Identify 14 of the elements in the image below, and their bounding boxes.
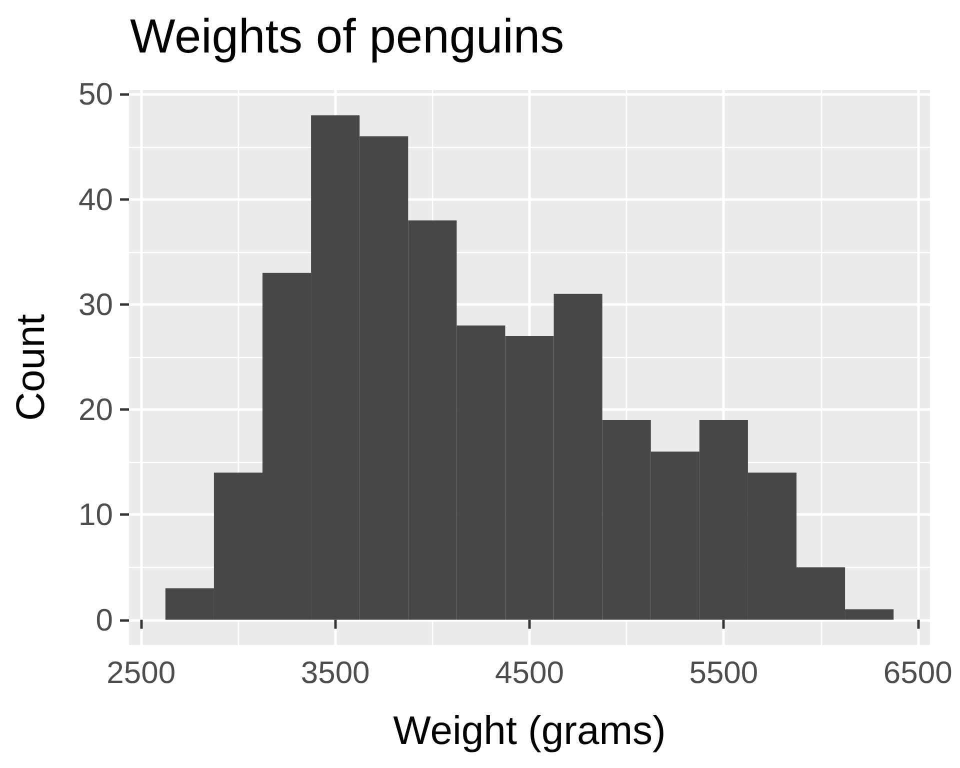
y-tick-label: 0 — [96, 602, 113, 638]
x-tick-label: 6500 — [883, 655, 952, 690]
y-tick-label: 30 — [78, 286, 113, 322]
x-tick-label: 3500 — [300, 655, 370, 690]
y-tick-label: 10 — [78, 497, 113, 532]
x-tick-label: 5500 — [689, 655, 758, 690]
x-axis-title: Weight (grams) — [393, 709, 666, 753]
x-tick-label: 4500 — [495, 655, 564, 690]
chart-title: Weights of penguins — [130, 10, 564, 64]
y-tick-label: 40 — [78, 182, 113, 217]
y-tick-label: 50 — [78, 76, 113, 112]
y-axis-title: Count — [9, 314, 53, 421]
x-tick-label: 2500 — [106, 655, 176, 690]
y-tick-label: 20 — [78, 392, 113, 428]
